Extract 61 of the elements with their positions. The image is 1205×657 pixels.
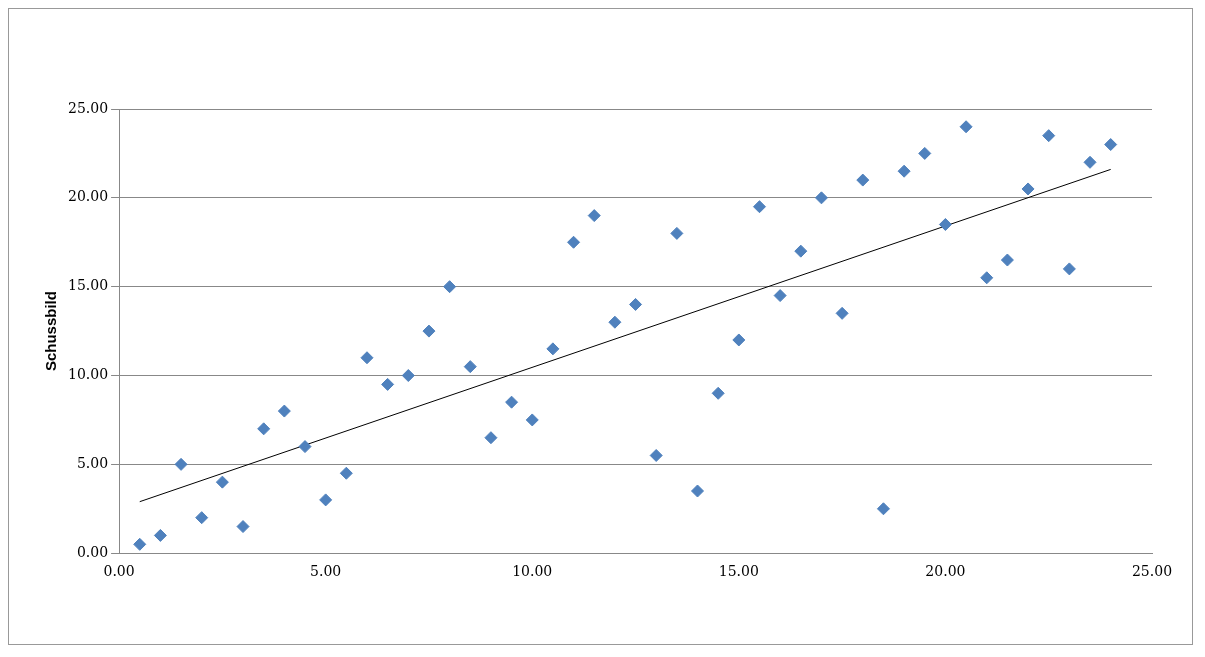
y-tick-label: 0.00 xyxy=(76,543,109,560)
point xyxy=(1042,129,1056,143)
point xyxy=(773,289,787,303)
point xyxy=(732,333,746,347)
point xyxy=(422,324,436,338)
point xyxy=(567,235,581,249)
point xyxy=(215,475,229,489)
point xyxy=(814,191,828,205)
point xyxy=(918,146,932,160)
point xyxy=(711,386,725,400)
point xyxy=(298,440,312,454)
point xyxy=(236,520,250,534)
y-tick-label: 25.00 xyxy=(67,99,109,116)
point xyxy=(381,377,395,391)
point xyxy=(856,173,870,187)
point xyxy=(525,413,539,427)
point xyxy=(360,351,374,365)
y-tick-label: 15.00 xyxy=(67,277,109,294)
point xyxy=(1104,138,1118,152)
point xyxy=(649,448,663,462)
point xyxy=(339,466,353,480)
point xyxy=(794,244,808,258)
x-tick-label: 10.00 xyxy=(512,563,553,580)
point xyxy=(897,164,911,178)
point xyxy=(133,537,147,551)
point xyxy=(401,369,415,383)
point xyxy=(876,502,890,516)
point xyxy=(319,493,333,507)
point xyxy=(443,280,457,294)
point xyxy=(980,271,994,285)
point xyxy=(691,484,705,498)
point xyxy=(670,226,684,240)
point xyxy=(1062,262,1076,276)
point xyxy=(835,306,849,320)
x-tick-label: 15.00 xyxy=(718,563,759,580)
x-tick-label: 0.00 xyxy=(103,563,135,580)
point xyxy=(587,209,601,223)
point xyxy=(938,217,952,231)
point xyxy=(174,457,188,471)
x-tick-label: 20.00 xyxy=(925,563,966,580)
point xyxy=(1083,155,1097,169)
y-tick-label: 20.00 xyxy=(67,188,109,205)
point xyxy=(546,342,560,356)
point xyxy=(277,404,291,418)
point xyxy=(608,315,622,329)
point xyxy=(752,200,766,214)
point xyxy=(1021,182,1035,196)
x-tick-label: 5.00 xyxy=(310,563,342,580)
point xyxy=(959,120,973,134)
x-tick-label: 25.00 xyxy=(1131,563,1173,580)
point xyxy=(1000,253,1014,267)
y-tick-label: 10.00 xyxy=(67,366,109,383)
point xyxy=(153,528,167,542)
point xyxy=(195,511,209,525)
point xyxy=(257,422,271,436)
point xyxy=(463,360,477,374)
point xyxy=(629,297,643,311)
y-axis-title: Schussbild xyxy=(42,291,60,372)
y-tick-label: 5.00 xyxy=(76,455,109,471)
point xyxy=(484,431,498,445)
point xyxy=(505,395,519,409)
